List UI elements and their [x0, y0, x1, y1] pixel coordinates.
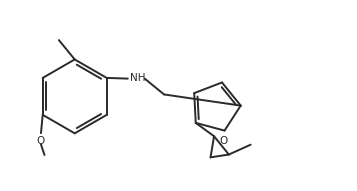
- Text: NH: NH: [130, 73, 145, 83]
- Text: O: O: [37, 136, 45, 146]
- Text: O: O: [220, 135, 228, 146]
